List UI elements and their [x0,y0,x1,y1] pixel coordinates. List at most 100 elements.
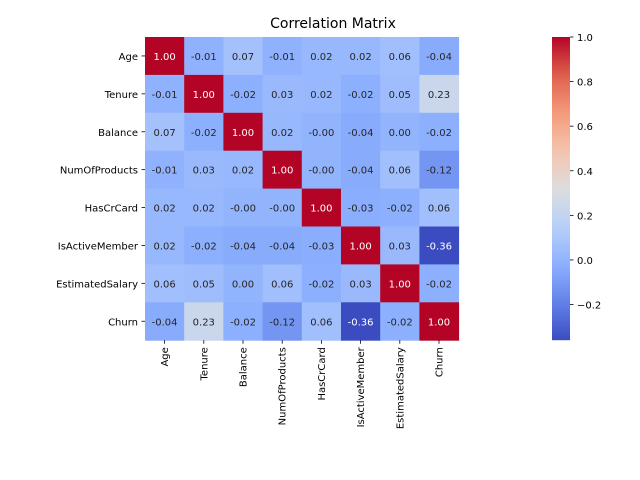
cell-annotation: -0.02 [230,90,256,101]
heatmap-cell [419,302,460,341]
cell-annotation: 0.23 [193,317,215,328]
x-axis: Age Tenure Balance NumOfProducts HasCrCard Is… [160,340,446,429]
heatmap-cell [419,150,460,190]
cell-annotation: 0.07 [153,128,175,139]
heatmap-cell [262,188,303,227]
cell-annotation: 0.02 [232,166,254,177]
colorbar-gradient [552,37,570,341]
colorbar-tick-label: 0.2 [577,211,593,222]
heatmap-cell [262,112,303,152]
heatmap-cell [262,150,303,190]
heatmap-cell [341,37,381,76]
heatmap-cell [341,264,381,303]
cell-annotation: 0.03 [271,90,293,101]
heatmap-cell [223,226,264,265]
cell-annotation: 0.02 [193,204,215,215]
cell-annotation: -0.04 [230,241,256,252]
cell-annotation: -0.00 [269,204,295,215]
heatmap-cell [380,37,420,76]
y-tick-label: HasCrCard [85,204,138,215]
chart-title: Correlation Matrix [270,16,396,32]
cell-annotation: 0.06 [389,52,411,63]
cell-annotation: 0.06 [389,166,411,177]
y-tick-label: Balance [98,128,138,139]
heatmap-cell [419,226,460,265]
cell-annotation: 0.06 [153,279,175,290]
heatmap-cell [184,226,224,265]
cell-annotation: 0.05 [193,279,215,290]
cell-annotation: 1.00 [232,128,254,139]
heatmap-cells [145,37,460,341]
y-axis: Age Tenure Balance NumOfProducts HasCrCard Is… [56,52,145,328]
heatmap-cell [223,112,264,152]
y-tick-label: Churn [108,317,138,328]
colorbar-tick-label: −0.2 [577,301,601,312]
cell-annotation: -0.02 [348,90,374,101]
colorbar-tick-label: 0.6 [577,122,593,133]
x-tick-label: Age [160,347,171,366]
x-tick-label: EstimatedSalary [395,347,406,429]
x-tick-label: Tenure [199,347,210,381]
heatmap-cell [223,150,264,190]
heatmap-cell [223,188,264,227]
cell-annotation: 1.00 [389,279,411,290]
heatmap-cell [262,37,303,76]
heatmap-cell [341,302,381,341]
heatmap-cell [184,112,224,152]
cell-annotation: 1.00 [310,204,332,215]
y-tick-label: NumOfProducts [60,166,138,177]
cell-annotation: -0.36 [426,241,452,252]
cell-annotation: 0.02 [349,52,371,63]
heatmap-cell [145,74,185,114]
heatmap-cell [419,74,460,114]
cell-annotation: -0.03 [348,204,374,215]
heatmap-cell [301,264,342,303]
cell-annotation: -0.03 [308,241,334,252]
cell-annotation: -0.04 [269,241,295,252]
x-tick-label: HasCrCard [317,347,328,400]
y-tick-label: IsActiveMember [58,241,139,252]
cell-annotation: -0.04 [152,317,178,328]
heatmap-cell [341,74,381,114]
colorbar-tick-label: 0.0 [577,256,593,267]
heatmap-cell [380,188,420,227]
heatmap-cell [184,150,224,190]
cell-annotation: -0.00 [308,128,334,139]
cell-annotation: 0.02 [310,52,332,63]
cell-annotation: 0.07 [232,52,254,63]
cell-annotation: 0.00 [232,279,254,290]
cell-annotation: 0.06 [271,279,293,290]
cell-annotation: 0.03 [349,279,371,290]
cell-annotation: -0.00 [308,166,334,177]
heatmap-cell [380,112,420,152]
heatmap-cell [341,112,381,152]
heatmap-cell [341,188,381,227]
cell-annotation: -0.02 [191,241,217,252]
cell-annotation: -0.00 [230,204,256,215]
y-tick-label: Age [119,52,138,63]
cell-annotation: -0.02 [191,128,217,139]
cell-annotation: 0.02 [310,90,332,101]
colorbar-tick-label: 0.8 [577,78,593,89]
heatmap-cell [301,226,342,265]
colorbar-tick-label: 0.4 [577,167,593,178]
cell-annotation: -0.02 [230,317,256,328]
cell-annotation: 0.02 [153,204,175,215]
heatmap-cell [301,37,342,76]
heatmap-cell [380,74,420,114]
heatmap-cell [145,264,185,303]
cell-annotation: -0.01 [191,52,217,63]
cell-annotation: 1.00 [428,317,450,328]
cell-annotation: -0.02 [387,204,413,215]
colorbar: −0.2 0.0 0.2 0.4 0.6 0.8 1.0 [552,33,601,341]
heatmap-cell [301,150,342,190]
cell-annotation: 0.06 [310,317,332,328]
x-tick-label: Churn [435,347,446,377]
cell-annotation: 0.05 [389,90,411,101]
cell-annotation: 0.00 [389,128,411,139]
heatmap-cell [419,264,460,303]
heatmap-cell [184,37,224,76]
x-tick-label: NumOfProducts [278,347,289,425]
heatmap-cell [145,226,185,265]
cell-annotation: -0.01 [152,166,178,177]
